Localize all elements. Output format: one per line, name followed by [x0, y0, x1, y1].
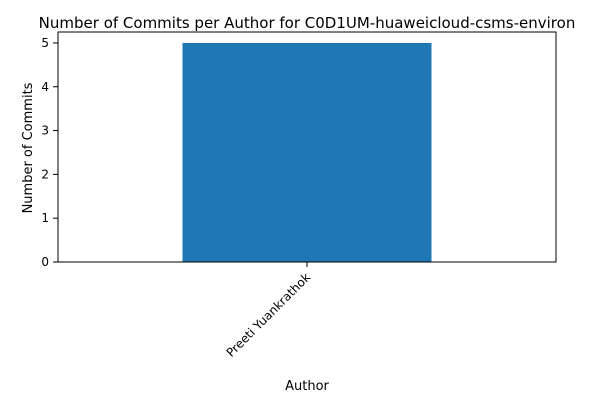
y-tick-label: 2: [41, 167, 49, 181]
x-tick-label: Preeti Yuankrathok: [224, 270, 314, 360]
plot-frame: [57, 31, 557, 263]
chart-title: Number of Commits per Author for C0D1UM-…: [39, 14, 576, 32]
y-tick-label: 0: [41, 255, 49, 269]
y-axis-label: Number of Commits: [21, 82, 36, 213]
y-tick-label: 4: [41, 80, 49, 94]
y-tick-label: 1: [41, 211, 49, 225]
plot-layer: Preeti Yuankrathok 0 1 2 3 4 5: [41, 31, 557, 360]
x-axis-label: Author: [285, 379, 329, 394]
bar: [182, 42, 432, 263]
y-tick-label: 5: [41, 36, 49, 50]
y-tick-label: 3: [41, 124, 49, 138]
